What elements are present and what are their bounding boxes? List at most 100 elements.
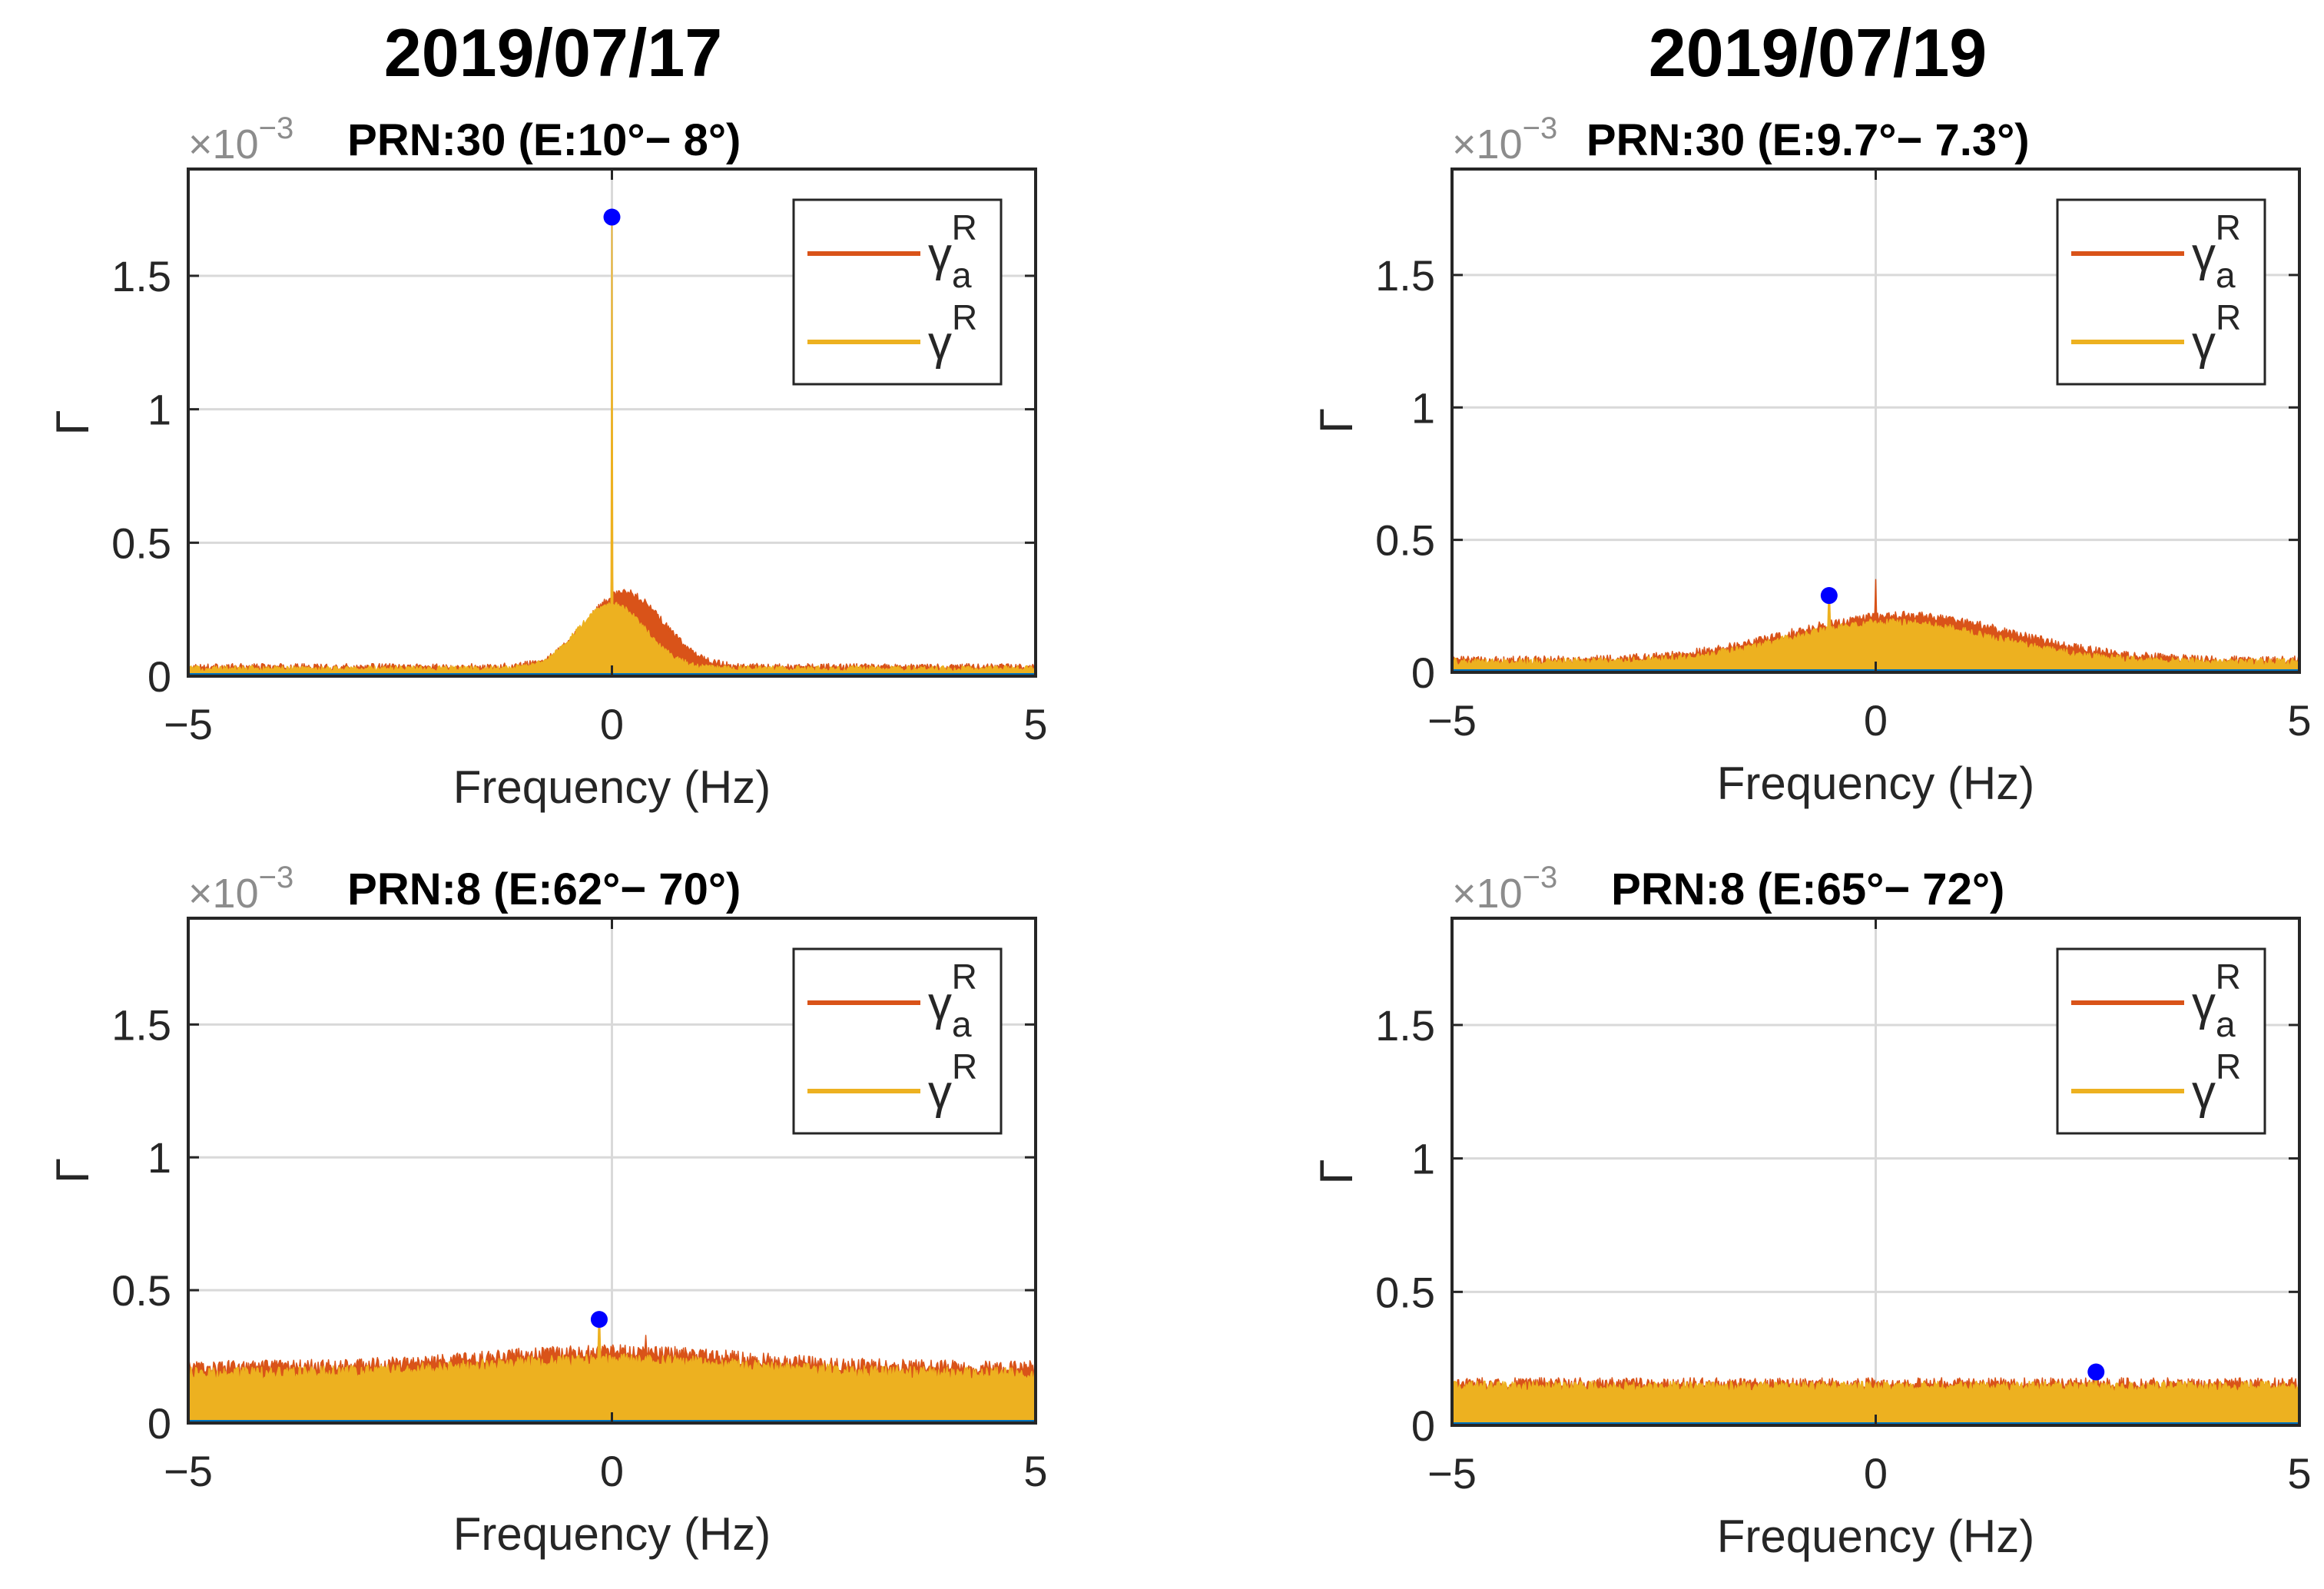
y-tick-label: 0.5 xyxy=(111,1266,171,1315)
legend-label: γaR xyxy=(928,957,977,1044)
legend-label: γR xyxy=(928,297,977,370)
chart-title: PRN:30 (E:9.7°− 7.3°) xyxy=(1586,115,2030,165)
peak-marker xyxy=(2087,1363,2105,1381)
legend-symbol: γ xyxy=(2192,977,2216,1030)
y-tick-label: 0.5 xyxy=(1375,1268,1435,1316)
exponent-base: ×10 xyxy=(1452,121,1523,168)
legend-superscript: R xyxy=(2216,207,2241,247)
x-axis-label: Frequency (Hz) xyxy=(453,1508,771,1560)
legend-symbol: γ xyxy=(928,1066,952,1119)
legend-subscript: a xyxy=(952,255,972,295)
legend-label: γaR xyxy=(2192,957,2241,1044)
exponent-power: −3 xyxy=(1523,861,1558,894)
x-axis-label: Frequency (Hz) xyxy=(453,761,771,813)
x-tick-label: −5 xyxy=(1427,696,1477,745)
legend-subscript: a xyxy=(952,1004,972,1044)
series-area-gamma xyxy=(187,1319,1036,1424)
legend-label: γR xyxy=(928,1047,977,1119)
exponent-label: ×10−3 xyxy=(188,111,293,168)
peak-marker xyxy=(1820,587,1838,605)
chart-title: PRN:8 (E:62°− 70°) xyxy=(347,864,741,914)
exponent-base: ×10 xyxy=(188,871,259,917)
y-tick-label: 1.5 xyxy=(1375,1001,1435,1050)
x-tick-label: 0 xyxy=(1864,696,1888,745)
y-tick-label: 0.5 xyxy=(1375,516,1435,565)
chart-panel-2: 00.511.5−5 0 5×10−3 PRN:30 (E:9.7°− 7.3°)Fr… xyxy=(1311,111,2312,809)
x-tick-label: 5 xyxy=(2287,696,2311,745)
y-axis-label: Γ xyxy=(47,410,98,435)
legend-symbol: γ xyxy=(2192,228,2216,281)
exponent-power: −3 xyxy=(259,111,294,145)
x-tick-label: 0 xyxy=(1864,1449,1888,1498)
legend-superscript: R xyxy=(2216,957,2241,997)
y-tick-label: 1.5 xyxy=(1375,251,1435,300)
legend-superscript: R xyxy=(952,207,977,247)
y-axis-label: Γ xyxy=(1311,408,1362,433)
legend-superscript: R xyxy=(2216,297,2241,337)
y-tick-label: 1 xyxy=(148,386,171,434)
y-tick-label: 1 xyxy=(1411,1135,1435,1183)
legend-box xyxy=(2056,947,2266,1135)
exponent-base: ×10 xyxy=(188,121,259,168)
y-tick-label: 1 xyxy=(1411,383,1435,432)
legend-superscript: R xyxy=(952,957,977,997)
peak-marker xyxy=(603,208,621,226)
exponent-label: ×10−3 xyxy=(1452,111,1557,168)
legend-subscript: a xyxy=(2216,255,2236,295)
legend-label: γaR xyxy=(928,207,977,295)
x-tick-label: 5 xyxy=(2287,1449,2311,1498)
chart-panel-4: 00.511.5−5 0 5×10−3 PRN:8 (E:65°− 72°)Frequ… xyxy=(1311,861,2312,1562)
y-tick-label: 1.5 xyxy=(111,252,171,300)
y-tick-label: 0 xyxy=(1411,1402,1435,1450)
x-tick-label: −5 xyxy=(164,1447,213,1495)
legend-box xyxy=(792,947,1003,1135)
x-axis-label: Frequency (Hz) xyxy=(1717,1511,2034,1562)
x-axis-label: Frequency (Hz) xyxy=(1717,758,2034,809)
y-axis-label: Γ xyxy=(1311,1159,1362,1184)
exponent-label: ×10−3 xyxy=(1452,861,1557,917)
y-tick-label: 1.5 xyxy=(111,1000,171,1049)
exponent-power: −3 xyxy=(259,861,294,894)
series-area-gamma xyxy=(187,216,1036,677)
x-tick-label: 5 xyxy=(1023,1447,1047,1495)
legend-label: γaR xyxy=(2192,207,2241,295)
x-tick-label: 5 xyxy=(1023,700,1047,748)
exponent-label: ×10−3 xyxy=(188,861,293,917)
legend-superscript: R xyxy=(2216,1047,2241,1086)
y-tick-label: 0.5 xyxy=(111,519,171,567)
chart-title: PRN:8 (E:65°− 72°) xyxy=(1611,864,2004,914)
legend-subscript: a xyxy=(2216,1004,2236,1044)
y-tick-label: 1 xyxy=(148,1133,171,1182)
y-axis-label: Γ xyxy=(47,1158,98,1183)
x-tick-label: −5 xyxy=(164,700,213,748)
legend-superscript: R xyxy=(952,297,977,337)
legend-symbol: γ xyxy=(2192,1066,2216,1119)
y-tick-label: 0 xyxy=(148,652,171,701)
exponent-base: ×10 xyxy=(1452,871,1523,917)
peak-marker xyxy=(590,1311,608,1329)
date-title-left: 2019/07/17 xyxy=(383,15,723,91)
legend-box xyxy=(792,198,1003,386)
legend-box xyxy=(2056,198,2266,386)
chart-panel-1: 00.511.5−5 0 5×10−3 PRN:30 (E:10°− 8°)Frequ… xyxy=(47,111,1048,813)
x-tick-label: 0 xyxy=(600,700,624,748)
chart-panel-3: 00.511.5−5 0 5×10−3 PRN:8 (E:62°− 70°)Frequ… xyxy=(47,861,1048,1560)
legend-label: γR xyxy=(2192,1047,2241,1119)
date-title-right: 2019/07/19 xyxy=(1648,15,1988,91)
y-tick-label: 0 xyxy=(1411,649,1435,697)
y-tick-label: 0 xyxy=(148,1399,171,1448)
legend-symbol: γ xyxy=(928,317,952,370)
chart-title: PRN:30 (E:10°− 8°) xyxy=(347,115,741,165)
legend-label: γR xyxy=(2192,297,2241,370)
series-area-gamma xyxy=(1451,595,2300,673)
x-tick-label: 0 xyxy=(600,1447,624,1495)
legend-symbol: γ xyxy=(928,228,952,281)
series-area-gamma xyxy=(1451,1371,2300,1426)
legend-symbol: γ xyxy=(2192,317,2216,370)
legend-symbol: γ xyxy=(928,977,952,1030)
